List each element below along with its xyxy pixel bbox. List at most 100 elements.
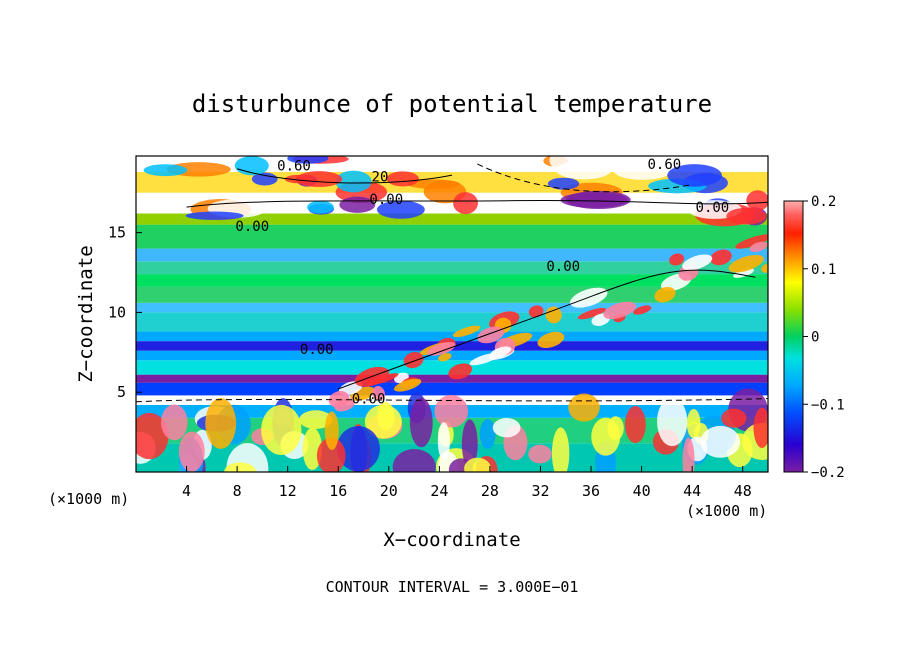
field-blob bbox=[403, 352, 424, 369]
field-blob bbox=[338, 381, 363, 396]
contour-labels: 0.60 20 0.00 0.60 0.00 0.00 0.00 0.00 0.00 bbox=[235, 157, 729, 408]
field-blob bbox=[710, 249, 732, 266]
field-blob bbox=[464, 457, 491, 472]
contour-line bbox=[236, 168, 453, 184]
y-tick-label: 10 bbox=[108, 303, 126, 321]
field-blob bbox=[528, 444, 552, 464]
field-blob bbox=[700, 425, 741, 458]
field-blob bbox=[545, 306, 562, 324]
field-blob bbox=[251, 172, 278, 186]
field-blob bbox=[136, 412, 169, 460]
field-band bbox=[136, 360, 768, 375]
field-blob bbox=[393, 378, 422, 392]
x-axis-ticks: 4 8 12 16 20 24 28 32 36 40 44 48 bbox=[182, 466, 752, 500]
colorbar-tick-label: 0.1 bbox=[811, 262, 836, 278]
field-band bbox=[136, 261, 768, 275]
colorbar-tick-label: 0.2 bbox=[811, 194, 836, 210]
contour-lines bbox=[136, 163, 768, 403]
contour-label: 0.00 bbox=[546, 259, 580, 275]
field-blob bbox=[746, 190, 768, 211]
field-band bbox=[136, 224, 768, 249]
field-blob bbox=[560, 192, 628, 208]
x-tick-label: 4 bbox=[182, 482, 191, 500]
y-axis-ticks: 5 10 15 bbox=[108, 224, 142, 401]
x-tick-label: 48 bbox=[734, 482, 752, 500]
colorbar-tick-label: −0.1 bbox=[811, 397, 845, 413]
field-blob bbox=[556, 160, 612, 180]
field-blob bbox=[469, 352, 500, 366]
y-tick-label: 5 bbox=[117, 383, 126, 401]
y-tick-label: 15 bbox=[108, 224, 126, 242]
x-tick-label: 20 bbox=[380, 482, 398, 500]
field-band bbox=[136, 302, 768, 313]
field-blob bbox=[336, 426, 380, 472]
x-unit-label-left: (×1000 m) bbox=[48, 490, 129, 508]
field-blob bbox=[669, 253, 685, 266]
field-blob bbox=[624, 406, 646, 444]
field-blob bbox=[728, 254, 764, 273]
contour-line bbox=[186, 199, 768, 208]
field-blob bbox=[591, 417, 621, 456]
field-blob bbox=[492, 418, 521, 438]
contour-label: 20 bbox=[372, 170, 389, 186]
field-blob bbox=[335, 170, 372, 193]
field-blob bbox=[682, 254, 713, 271]
colorbar bbox=[783, 200, 804, 473]
field-blob bbox=[261, 404, 302, 455]
x-tick-label: 8 bbox=[233, 482, 242, 500]
field-blob bbox=[568, 393, 600, 422]
contour-line bbox=[338, 269, 756, 390]
field-blob bbox=[287, 156, 329, 164]
chart-title: disturbunce of potential temperature bbox=[192, 90, 712, 118]
field-band bbox=[136, 312, 768, 332]
field-blob bbox=[376, 200, 425, 219]
y-axis-label: Z−coordinate bbox=[75, 245, 97, 382]
field-blob bbox=[324, 411, 339, 451]
field-blob bbox=[160, 404, 188, 441]
field-blob bbox=[372, 385, 385, 401]
field-blob bbox=[392, 448, 436, 472]
contour-line bbox=[136, 398, 768, 403]
field-blob bbox=[448, 363, 473, 380]
x-tick-label: 32 bbox=[531, 482, 549, 500]
field-blob bbox=[377, 402, 395, 431]
field-blob bbox=[733, 268, 755, 278]
colorbar-tick-label: 0 bbox=[811, 330, 819, 346]
field-blob bbox=[437, 422, 450, 461]
field-blob bbox=[185, 211, 244, 220]
field-blob bbox=[178, 431, 205, 472]
x-tick-label: 36 bbox=[582, 482, 600, 500]
x-tick-label: 40 bbox=[633, 482, 651, 500]
field-blob bbox=[461, 419, 478, 468]
contour-label: 0.00 bbox=[352, 392, 386, 408]
field-band bbox=[136, 274, 768, 287]
field-blob bbox=[452, 325, 481, 338]
x-unit-label-right: (×1000 m) bbox=[686, 502, 767, 520]
field-blob bbox=[224, 462, 256, 472]
field-band bbox=[136, 213, 768, 225]
field-blob bbox=[205, 398, 237, 449]
field-blob bbox=[307, 200, 334, 214]
contour-interval-note: CONTOUR INTERVAL = 3.000E−01 bbox=[326, 578, 579, 596]
field-blob bbox=[427, 341, 456, 356]
field-blob bbox=[753, 407, 768, 449]
field-band bbox=[136, 248, 768, 262]
field-blob bbox=[434, 394, 469, 428]
field-blob bbox=[453, 192, 478, 215]
field-blob bbox=[749, 241, 768, 252]
field-band bbox=[136, 286, 768, 303]
contour-label: 0.60 bbox=[647, 157, 681, 173]
field-blob bbox=[438, 353, 452, 362]
field-blob bbox=[721, 408, 747, 428]
x-tick-label: 12 bbox=[279, 482, 297, 500]
field-blob bbox=[657, 397, 688, 447]
contour-label: 0.00 bbox=[696, 200, 730, 216]
field-blob bbox=[577, 307, 607, 320]
field-band bbox=[136, 382, 768, 396]
contour-line bbox=[477, 163, 693, 193]
field-band bbox=[136, 331, 768, 342]
x-axis-label: X−coordinate bbox=[383, 529, 520, 551]
colorbar-tick-label: −0.2 bbox=[811, 465, 845, 481]
field-blob bbox=[551, 427, 570, 472]
